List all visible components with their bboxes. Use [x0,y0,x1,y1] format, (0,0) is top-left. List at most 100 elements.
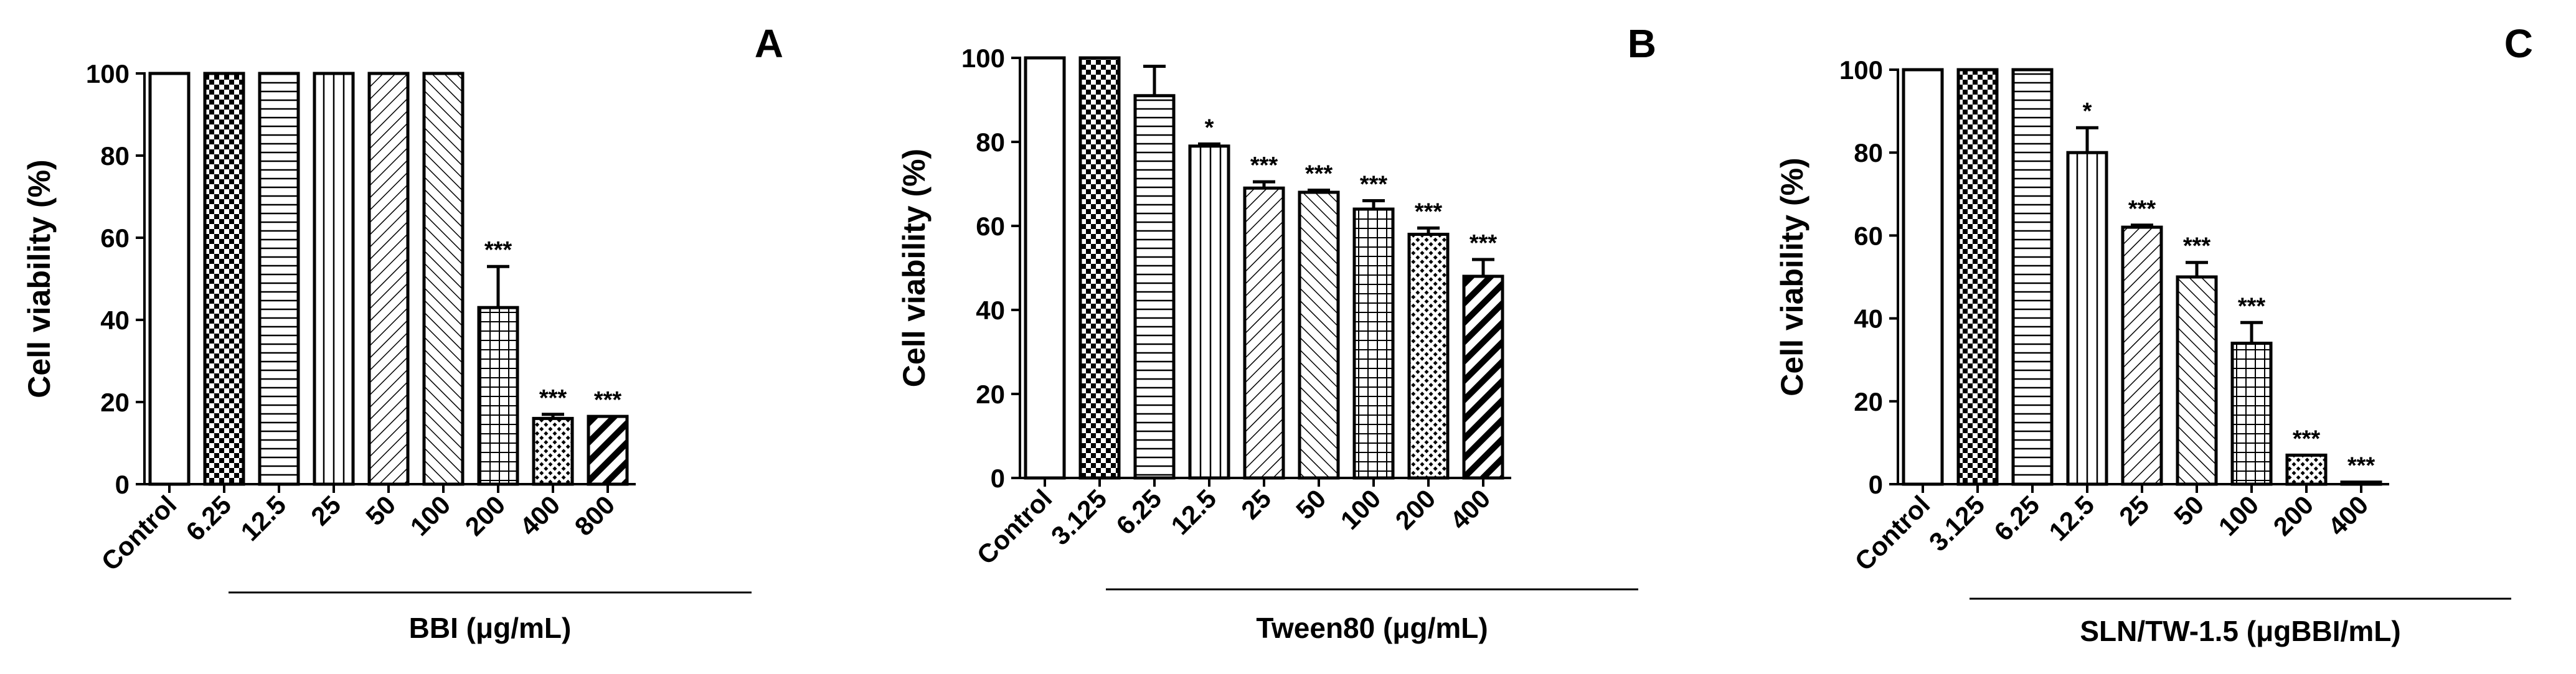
bar-400 [532,416,574,486]
y-axis-label: Cell viability (%) [22,159,57,398]
y-tick-label: 80 [1854,138,1883,167]
significance-marker: * [1205,115,1214,141]
x-tick-label: 3.125 [1923,490,1991,557]
y-tick-label: 60 [100,223,130,253]
bar-200 [477,306,519,486]
bar-3-125 [1956,68,1999,486]
y-tick-label: 80 [100,141,130,171]
panel-letter: A [755,21,783,66]
bar-25 [313,72,355,486]
x-tick-label: Control [971,484,1058,570]
x-tick-label: 50 [360,490,401,531]
bar-100 [422,72,465,486]
x-tick-label: Control [96,490,182,576]
significance-marker: *** [539,385,567,411]
bar-400 [2340,480,2382,486]
y-tick-label: 20 [976,380,1005,409]
bar-6-25 [1133,94,1176,480]
bar-3-125 [1078,56,1121,480]
y-tick-label: 20 [100,388,130,417]
x-tick-label: 25 [1235,484,1276,525]
x-axis-label: BBI (μg/mL) [409,612,572,644]
y-tick-label: 40 [1854,304,1883,334]
bar-200 [2285,453,2328,486]
significance-marker: *** [2347,453,2375,479]
chart-panel-b: B Cell viability (%) 0 20 40 60 80 100 Control3.… [897,21,1656,644]
x-tick-label: 25 [305,490,346,531]
y-tick-label: 80 [976,128,1005,157]
panel-letter: C [2504,21,2533,66]
x-tick-label: 400 [2323,490,2374,541]
x-tick-label: 25 [2113,490,2154,531]
bar-6-25 [2011,68,2054,486]
y-axis-label: Cell viability (%) [1775,157,1809,396]
significance-marker: * [2083,98,2092,124]
significance-marker: *** [1470,230,1498,256]
bar-50 [2176,275,2218,486]
bar-100 [2230,342,2273,486]
bar-control [1902,68,1944,486]
x-tick-label: Control [1849,490,1936,576]
x-tick-label: 100 [405,490,456,541]
x-tick-label: 50 [1290,484,1331,525]
bar-control [148,72,191,486]
x-tick-label: 6.25 [1988,490,2045,546]
x-tick-label: 400 [514,490,566,541]
y-tick-label: 60 [1854,221,1883,250]
y-tick-label: 40 [976,296,1005,325]
bar-50 [1298,190,1340,480]
bar-200 [1407,233,1450,480]
significance-marker: *** [2238,293,2266,319]
bar-100 [1352,207,1395,480]
bar-6-25 [203,72,245,486]
bar-control [1024,56,1066,480]
x-tick-label: 100 [2213,490,2265,541]
x-tick-label: 12.5 [2043,490,2100,546]
x-tick-label: 50 [2168,490,2209,531]
bar-12-5 [1188,144,1230,480]
y-axis-label: Cell viability (%) [897,149,932,387]
bar-800 [587,414,629,486]
significance-marker: *** [594,387,622,413]
x-axis-label: SLN/TW-1.5 (μgBBI/mL) [2080,615,2400,647]
bar-12-5 [258,72,300,486]
bar-25 [1243,186,1285,480]
x-axis-label: Tween80 (μg/mL) [1256,612,1488,644]
x-tick-label: 12.5 [235,490,291,546]
x-tick-label: 6.25 [1110,484,1167,540]
y-tick-label: 60 [976,212,1005,241]
x-tick-label: 800 [569,490,621,541]
bar-25 [2121,225,2163,486]
y-tick-label: 0 [991,464,1005,493]
bar-50 [367,72,410,486]
significance-marker: *** [484,237,512,263]
y-tick-label: 100 [1839,55,1883,85]
x-tick-label: 12.5 [1165,484,1222,540]
y-tick-label: 0 [1869,470,1883,499]
y-tick-label: 100 [961,44,1005,73]
significance-marker: *** [1250,152,1278,179]
y-tick-label: 20 [1854,387,1883,416]
y-tick-label: 100 [86,59,130,88]
x-tick-label: 3.125 [1045,484,1113,551]
panel-letter: B [1628,21,1656,66]
y-tick-label: 0 [115,470,130,499]
significance-marker: *** [1360,172,1388,198]
x-tick-label: 200 [2268,490,2319,541]
bar-12-5 [2066,151,2108,486]
significance-marker: *** [2128,196,2156,222]
x-tick-label: 6.25 [180,490,237,546]
significance-marker: *** [2293,426,2321,452]
significance-marker: *** [2183,233,2211,260]
bar-400 [1462,274,1504,480]
chart-panel-c: C Cell viability (%) 0 20 40 60 80 100 Control3.… [1775,21,2533,647]
chart-panel-a: A Cell viability (%) 0 20 40 60 80 100 Control6.… [22,21,783,644]
y-tick-label: 40 [100,306,130,335]
x-tick-label: 200 [1390,484,1441,535]
significance-marker: *** [1415,199,1443,225]
significance-marker: *** [1305,161,1333,187]
x-tick-label: 100 [1335,484,1387,535]
x-tick-label: 400 [1445,484,1496,535]
